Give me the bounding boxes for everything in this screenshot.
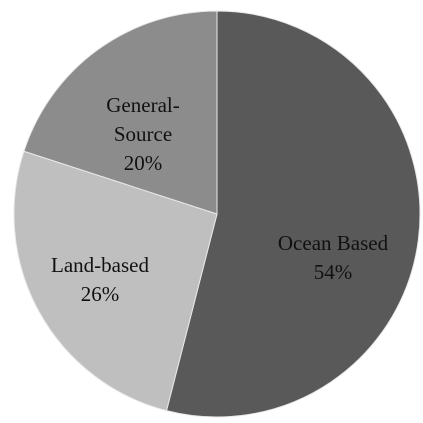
pie-slice-general-source xyxy=(23,10,218,215)
pie-slice-land-based xyxy=(13,150,218,412)
slice-label-land-based: Land-based 26% xyxy=(51,253,149,306)
slice-label-general-source: General-Source 20% xyxy=(106,93,179,175)
pie-slice-ocean-based xyxy=(165,10,421,418)
slice-label-ocean-based: Ocean Based 54% xyxy=(278,231,389,284)
